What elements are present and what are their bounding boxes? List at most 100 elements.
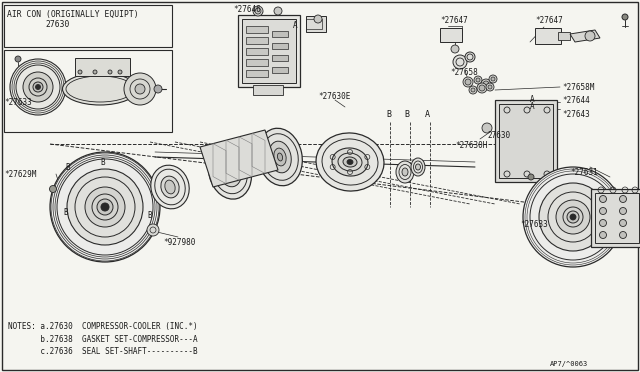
Text: B: B: [386, 109, 391, 119]
Circle shape: [477, 83, 487, 93]
Bar: [4, 5, 172, 47]
Circle shape: [453, 55, 467, 69]
Text: AP7/^0063: AP7/^0063: [550, 361, 588, 367]
Circle shape: [67, 169, 143, 245]
Bar: [495, 100, 557, 182]
Text: AIR CON (ORIGINALLY EQUIPT): AIR CON (ORIGINALLY EQUIPT): [7, 10, 139, 19]
Circle shape: [486, 83, 494, 91]
Ellipse shape: [224, 163, 236, 181]
Text: *27629M: *27629M: [4, 170, 36, 179]
Circle shape: [135, 84, 145, 94]
Text: *27647: *27647: [440, 16, 468, 25]
Text: B: B: [404, 109, 409, 119]
Ellipse shape: [343, 157, 357, 167]
Circle shape: [539, 183, 607, 251]
Ellipse shape: [161, 176, 179, 198]
Circle shape: [451, 45, 459, 53]
Ellipse shape: [277, 153, 283, 161]
Ellipse shape: [209, 145, 252, 199]
Polygon shape: [200, 130, 278, 187]
Bar: [272, 67, 288, 73]
Circle shape: [556, 200, 590, 234]
Circle shape: [600, 208, 607, 215]
Bar: [246, 48, 268, 55]
Circle shape: [469, 86, 477, 94]
Circle shape: [33, 82, 43, 92]
Circle shape: [479, 85, 485, 91]
Bar: [75, 58, 130, 76]
Ellipse shape: [63, 73, 138, 105]
Bar: [246, 70, 268, 77]
Circle shape: [10, 59, 66, 115]
Polygon shape: [570, 30, 600, 42]
Text: 27630: 27630: [45, 19, 69, 29]
Circle shape: [465, 79, 471, 85]
Bar: [558, 32, 570, 40]
Circle shape: [491, 77, 495, 81]
Text: B: B: [100, 157, 104, 167]
Ellipse shape: [402, 168, 408, 176]
Circle shape: [147, 224, 159, 236]
Text: A: A: [530, 102, 534, 110]
Bar: [591, 189, 640, 247]
Circle shape: [97, 199, 113, 215]
Text: A: A: [293, 20, 298, 29]
Text: *927980: *927980: [163, 237, 195, 247]
Circle shape: [108, 70, 112, 74]
Bar: [499, 104, 553, 178]
Circle shape: [78, 70, 82, 74]
Bar: [272, 43, 288, 49]
Circle shape: [253, 6, 263, 16]
Ellipse shape: [411, 158, 425, 176]
Circle shape: [50, 152, 160, 262]
Circle shape: [528, 174, 534, 180]
Text: *27647: *27647: [535, 16, 563, 25]
Ellipse shape: [151, 165, 189, 209]
Text: c.27636  SEAL SET-SHAFT----------B: c.27636 SEAL SET-SHAFT----------B: [8, 346, 198, 356]
Bar: [272, 31, 288, 37]
Text: *27658: *27658: [450, 67, 477, 77]
Text: B: B: [147, 211, 152, 219]
Circle shape: [600, 219, 607, 227]
Circle shape: [474, 76, 482, 84]
Text: B: B: [63, 208, 68, 217]
Ellipse shape: [415, 164, 420, 170]
Bar: [246, 59, 268, 66]
Ellipse shape: [316, 133, 384, 191]
Text: NOTES: a.27630  COMPRESSOR-COOLER (INC.*): NOTES: a.27630 COMPRESSOR-COOLER (INC.*): [8, 323, 198, 331]
Circle shape: [622, 14, 628, 20]
Circle shape: [585, 31, 595, 41]
Ellipse shape: [347, 160, 353, 164]
Circle shape: [488, 85, 492, 89]
Circle shape: [118, 70, 122, 74]
Circle shape: [600, 196, 607, 202]
Bar: [440, 28, 462, 42]
Circle shape: [489, 75, 497, 83]
Bar: [246, 26, 268, 33]
Text: *27633: *27633: [520, 219, 548, 228]
Text: *27658M: *27658M: [562, 83, 595, 92]
Circle shape: [483, 81, 489, 87]
Circle shape: [124, 73, 156, 105]
Circle shape: [274, 7, 282, 15]
Circle shape: [93, 70, 97, 74]
Circle shape: [49, 186, 56, 192]
Ellipse shape: [165, 180, 175, 194]
Bar: [272, 55, 288, 61]
Ellipse shape: [219, 157, 241, 187]
Text: *27646: *27646: [233, 4, 260, 13]
Circle shape: [567, 211, 579, 223]
Ellipse shape: [332, 148, 368, 176]
Circle shape: [314, 15, 322, 23]
Circle shape: [101, 203, 109, 211]
Text: 27630: 27630: [487, 131, 510, 140]
Circle shape: [620, 208, 627, 215]
Text: *27643: *27643: [562, 109, 589, 119]
Circle shape: [482, 123, 492, 133]
Text: *27630E: *27630E: [318, 92, 350, 100]
Circle shape: [463, 77, 473, 87]
Circle shape: [620, 196, 627, 202]
Circle shape: [600, 231, 607, 238]
Circle shape: [620, 219, 627, 227]
Circle shape: [471, 88, 475, 92]
